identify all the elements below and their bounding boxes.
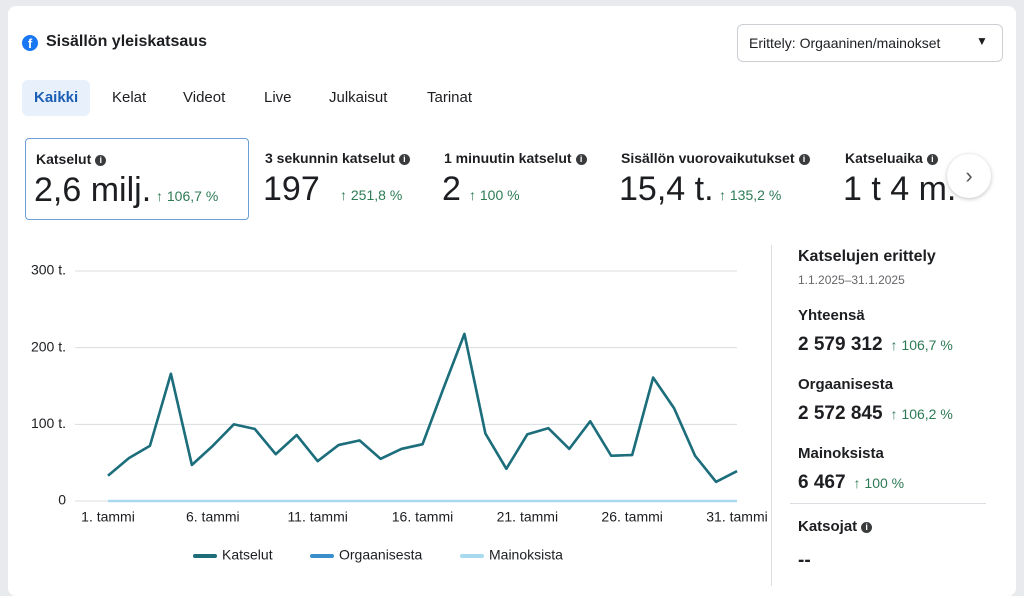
metric-card[interactable]: Sisällön vuorovaikutukset i 15,4 t. ↑ 135,2… <box>611 138 826 218</box>
dropdown-label: Erittely: Orgaaninen/mainokset <box>749 35 941 51</box>
breakdown-number: 2 579 312 <box>798 334 883 355</box>
info-icon: i <box>398 154 410 165</box>
breakdown-change: ↑ 100 % <box>853 475 905 491</box>
tab[interactable]: Kaikki <box>22 80 91 116</box>
x-tick-label: 6. tammi <box>186 509 240 525</box>
breakdown-title: Katselujen erittely <box>798 248 936 265</box>
metric-value: 2,6 milj. <box>34 171 152 209</box>
breakdown-number: 2 572 845 <box>798 403 883 424</box>
series-line <box>107 332 738 484</box>
tab[interactable]: Kelat <box>112 89 147 106</box>
metric-card[interactable]: 1 minuutin katselut i 2 ↑ 100 % <box>434 138 604 218</box>
divider <box>771 245 772 586</box>
breakdown-number: 6 467 <box>798 472 846 493</box>
breakdown-label: Orgaanisesta <box>798 376 894 393</box>
x-tick-label: 31. tammi <box>706 509 767 525</box>
x-tick-label: 11. tammi <box>287 509 347 525</box>
viewers-label: Katsojat i <box>798 518 873 535</box>
info-icon: i <box>575 154 587 165</box>
metric-label-text: 3 sekunnin katselut <box>265 150 395 166</box>
info-icon: i <box>926 154 938 165</box>
legend-label: Katselut <box>222 547 273 563</box>
legend-label: Mainoksista <box>489 547 563 563</box>
metric-value: 15,4 t. <box>619 170 714 208</box>
x-tick-label: 16. tammi <box>392 509 453 525</box>
x-tick-label: 1. tammi <box>81 509 135 525</box>
breakdown-change: ↑ 106,2 % <box>890 406 953 422</box>
metric-change: ↑ 100 % <box>469 187 520 203</box>
breakdown-change: ↑ 106,7 % <box>890 337 953 353</box>
y-tick-label: 0 <box>58 492 66 508</box>
x-tick-label: 21. tammi <box>497 509 558 525</box>
breakdown-label: Yhteensä <box>798 307 865 324</box>
metric-card[interactable]: 3 sekunnin katselut i 197 ↑ 251,8 % <box>255 138 425 218</box>
metric-label: 1 minuutin katselut i <box>444 150 587 166</box>
tab[interactable]: Live <box>264 89 292 106</box>
dropdown[interactable]: Erittely: Orgaaninen/mainokset ▼ <box>737 24 1003 62</box>
card <box>8 6 1016 596</box>
viewers-value: -- <box>798 550 811 571</box>
tab[interactable]: Tarinat <box>427 89 473 106</box>
metric-change: ↑ 106,7 % <box>156 188 219 204</box>
y-tick-label: 100 t. <box>31 415 66 431</box>
divider <box>790 503 986 504</box>
metric-label: Katseluaika i <box>845 150 938 166</box>
dropdown-caret: ▼ <box>976 34 988 48</box>
metric-value: 1 t 4 m. <box>843 170 957 208</box>
y-tick-label: 200 t. <box>31 338 66 354</box>
metric-label: 3 sekunnin katselut i <box>265 150 410 166</box>
breakdown-label: Mainoksista <box>798 445 884 462</box>
facebook-icon: f <box>22 35 38 51</box>
info-icon: i <box>95 155 107 166</box>
tab[interactable]: Videot <box>183 89 226 106</box>
metric-change: ↑ 135,2 % <box>719 187 782 203</box>
metric-value: 2 <box>442 170 461 208</box>
metric-label-text: Katseluaika <box>845 150 923 166</box>
metric-value: 197 <box>263 170 320 208</box>
chart: 0 100 t. 200 t. 300 t. 1. tammi 6. tammi 11. t… <box>31 262 768 563</box>
breakdown-value: 2 579 312 ↑ 106,7 % <box>798 334 953 356</box>
series-line <box>107 332 738 484</box>
metric-label-text: Sisällön vuorovaikutukset <box>621 150 795 166</box>
legend-label: Orgaanisesta <box>339 547 422 563</box>
breakdown-value: 6 467 ↑ 100 % <box>798 472 904 494</box>
info-icon: i <box>798 154 810 165</box>
metric-label: Sisällön vuorovaikutukset i <box>621 150 810 166</box>
metric-label: Katselut i <box>36 151 107 167</box>
metric-change: ↑ 251,8 % <box>340 187 403 203</box>
metric-label-text: Katselut <box>36 151 92 167</box>
title: Sisällön yleiskatsaus <box>46 33 207 50</box>
next-button[interactable]: › <box>947 154 991 198</box>
y-tick-label: 300 t. <box>31 262 66 278</box>
breakdown-range: 1.1.2025–31.1.2025 <box>798 273 905 287</box>
tab[interactable]: Julkaisut <box>329 89 388 106</box>
x-tick-label: 26. tammi <box>601 509 662 525</box>
metric-card[interactable]: Katselut i 2,6 milj. ↑ 106,7 % <box>25 138 249 220</box>
info-icon: i <box>861 522 873 533</box>
breakdown-value: 2 572 845 ↑ 106,2 % <box>798 403 953 425</box>
metric-label-text: 1 minuutin katselut <box>444 150 572 166</box>
viewers-text: Katsojat <box>798 518 858 535</box>
metric-card[interactable]: Katseluaika i 1 t 4 m. <box>835 138 985 218</box>
